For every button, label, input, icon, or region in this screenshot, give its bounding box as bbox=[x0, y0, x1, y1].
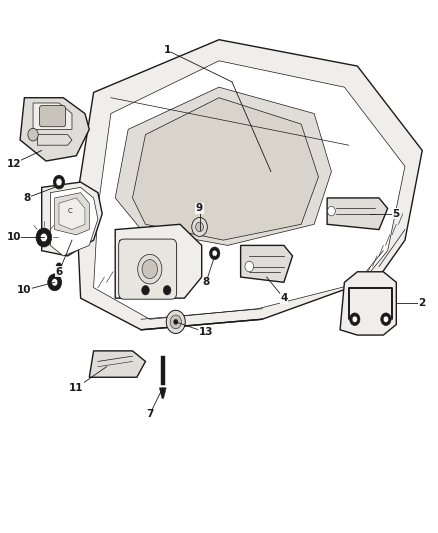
Text: 1: 1 bbox=[163, 45, 171, 55]
Polygon shape bbox=[115, 87, 332, 245]
Text: 4: 4 bbox=[280, 293, 288, 303]
Polygon shape bbox=[120, 240, 176, 298]
Text: 13: 13 bbox=[199, 327, 213, 337]
Polygon shape bbox=[50, 188, 98, 256]
Polygon shape bbox=[340, 272, 396, 335]
Polygon shape bbox=[20, 98, 89, 161]
Circle shape bbox=[28, 128, 38, 141]
Polygon shape bbox=[115, 224, 202, 298]
Polygon shape bbox=[161, 356, 165, 385]
FancyBboxPatch shape bbox=[119, 239, 177, 299]
Circle shape bbox=[209, 247, 220, 260]
Circle shape bbox=[138, 254, 162, 284]
Text: 7: 7 bbox=[146, 409, 153, 419]
Circle shape bbox=[352, 316, 357, 322]
Circle shape bbox=[245, 261, 254, 272]
Circle shape bbox=[383, 316, 389, 322]
Circle shape bbox=[56, 263, 62, 270]
Polygon shape bbox=[59, 198, 85, 230]
Polygon shape bbox=[42, 182, 102, 256]
Circle shape bbox=[141, 286, 149, 295]
Polygon shape bbox=[33, 103, 72, 130]
Circle shape bbox=[170, 315, 181, 329]
Polygon shape bbox=[327, 198, 388, 230]
Polygon shape bbox=[89, 351, 145, 377]
Circle shape bbox=[56, 179, 62, 186]
Polygon shape bbox=[94, 61, 405, 319]
Text: 2: 2 bbox=[419, 298, 426, 309]
Text: 11: 11 bbox=[69, 383, 84, 393]
Text: 10: 10 bbox=[17, 285, 32, 295]
Text: 5: 5 bbox=[393, 209, 400, 219]
Circle shape bbox=[173, 319, 178, 325]
Circle shape bbox=[40, 233, 47, 241]
Circle shape bbox=[48, 274, 62, 291]
Text: 10: 10 bbox=[6, 232, 21, 243]
Text: 8: 8 bbox=[202, 277, 210, 287]
Polygon shape bbox=[37, 135, 72, 145]
Circle shape bbox=[328, 206, 336, 216]
Text: C: C bbox=[67, 208, 72, 214]
Circle shape bbox=[196, 222, 203, 232]
Circle shape bbox=[381, 313, 391, 326]
Text: 6: 6 bbox=[55, 267, 63, 277]
Circle shape bbox=[36, 228, 52, 247]
Polygon shape bbox=[133, 98, 318, 240]
FancyBboxPatch shape bbox=[39, 106, 66, 127]
Circle shape bbox=[142, 260, 158, 279]
Text: 9: 9 bbox=[196, 204, 203, 214]
Circle shape bbox=[350, 313, 360, 326]
Circle shape bbox=[52, 279, 58, 286]
Polygon shape bbox=[159, 388, 166, 398]
Circle shape bbox=[166, 310, 185, 334]
Circle shape bbox=[212, 250, 217, 256]
Polygon shape bbox=[240, 245, 293, 282]
Text: 12: 12 bbox=[6, 159, 21, 168]
Circle shape bbox=[53, 175, 65, 189]
Text: 8: 8 bbox=[23, 193, 30, 203]
Circle shape bbox=[192, 217, 207, 237]
Polygon shape bbox=[55, 192, 89, 235]
Circle shape bbox=[163, 286, 171, 295]
Polygon shape bbox=[76, 39, 422, 330]
